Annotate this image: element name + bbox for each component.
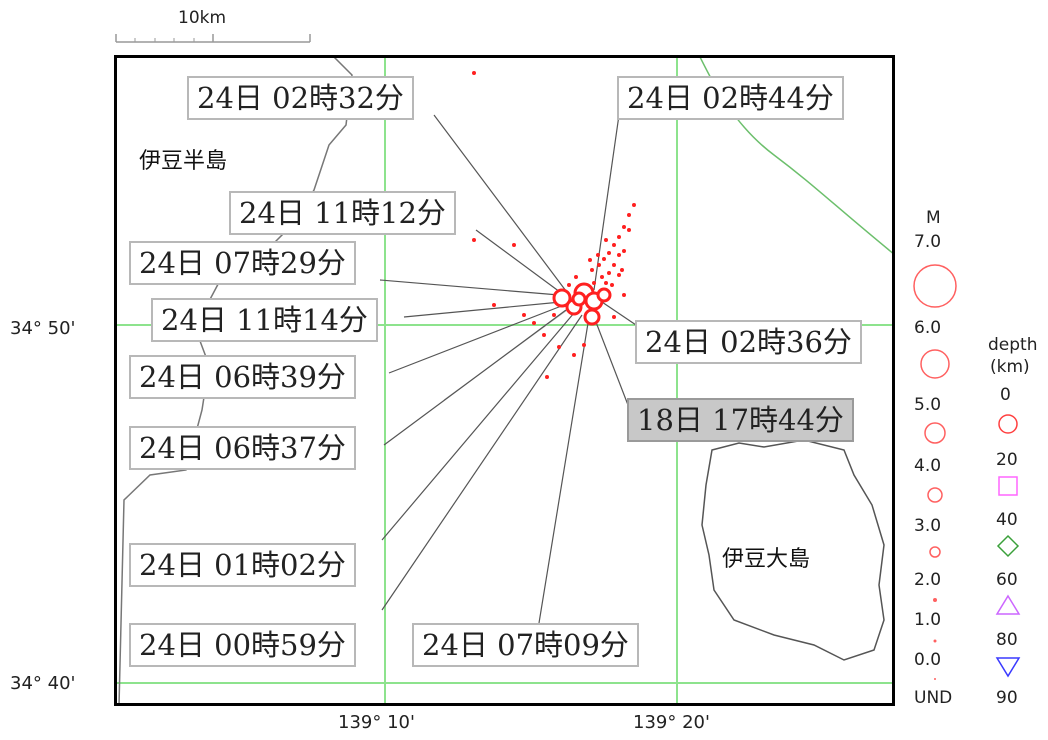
leader-lines bbox=[379, 114, 637, 624]
izu-peninsula-coastline bbox=[118, 58, 353, 703]
magnitude-legend-title: M bbox=[926, 208, 941, 228]
diamond-icon bbox=[996, 534, 1020, 558]
magnitude-label: 2.0 bbox=[914, 570, 942, 590]
depth-label: 90 bbox=[996, 688, 1018, 708]
depth-legend-title: depth bbox=[988, 335, 1038, 355]
magnitude-label: 6.0 bbox=[914, 318, 942, 338]
epicenter-cluster bbox=[472, 71, 636, 379]
izu-peninsula-label: 伊豆半島 bbox=[139, 149, 228, 174]
izu-oshima-label: 伊豆大島 bbox=[722, 547, 811, 572]
event-callout-highlighted: 18日 17時44分 bbox=[627, 398, 854, 442]
magnitude-label: UND bbox=[914, 688, 953, 708]
triangle-down-icon bbox=[995, 657, 1021, 678]
event-callout: 24日 07時29分 bbox=[129, 241, 356, 285]
magnitude-label: 0.0 bbox=[914, 650, 942, 670]
magnitude-symbols bbox=[913, 264, 957, 680]
triangle-up-icon bbox=[995, 594, 1021, 615]
lat-label-40: 34° 40' bbox=[10, 673, 76, 694]
event-callout: 24日 06時37分 bbox=[129, 426, 356, 470]
event-callout: 24日 01時02分 bbox=[129, 543, 356, 587]
depth-label: 60 bbox=[996, 570, 1018, 590]
depth-label: 20 bbox=[996, 450, 1018, 470]
circle-icon bbox=[998, 414, 1018, 434]
lon-label-10: 139° 10' bbox=[338, 712, 415, 733]
scale-bar bbox=[115, 34, 311, 43]
scale-bar-label: 10km bbox=[178, 8, 227, 28]
square-icon bbox=[998, 476, 1018, 496]
depth-label: 80 bbox=[996, 630, 1018, 650]
magnitude-label: 1.0 bbox=[914, 610, 942, 630]
depth-label: 40 bbox=[996, 510, 1018, 530]
event-callout: 24日 07時09分 bbox=[412, 623, 639, 667]
event-callout: 24日 11時14分 bbox=[151, 298, 378, 342]
depth-legend-unit: (km) bbox=[990, 357, 1030, 377]
map-frame[interactable]: 伊豆半島 伊豆大島 24日 02時32分 24日 02時44分 24日 11時1… bbox=[114, 55, 895, 706]
magnitude-label: 7.0 bbox=[914, 232, 942, 252]
event-callout: 24日 02時44分 bbox=[617, 76, 844, 120]
lon-label-20: 139° 20' bbox=[633, 712, 710, 733]
major-epicenters bbox=[552, 282, 612, 326]
event-callout: 24日 02時36分 bbox=[635, 320, 862, 364]
event-callout: 24日 00時59分 bbox=[129, 623, 356, 667]
depth-symbols bbox=[995, 414, 1021, 678]
lat-label-50: 34° 50' bbox=[10, 318, 76, 339]
depth-label: 0 bbox=[1000, 385, 1011, 405]
event-callout: 24日 06時39分 bbox=[129, 355, 356, 399]
magnitude-label: 3.0 bbox=[914, 516, 942, 536]
magnitude-label: 4.0 bbox=[914, 456, 942, 476]
event-callout: 24日 02時32分 bbox=[187, 76, 414, 120]
magnitude-label: 5.0 bbox=[914, 395, 942, 415]
event-callout: 24日 11時12分 bbox=[229, 191, 456, 235]
